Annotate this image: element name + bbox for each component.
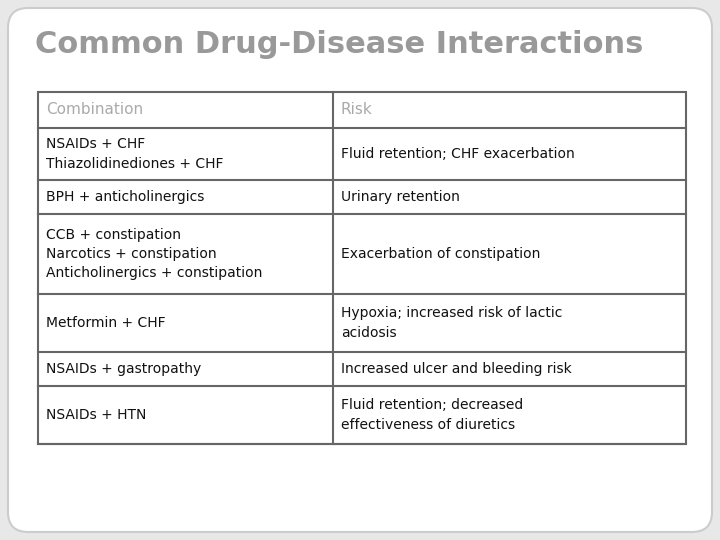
Text: BPH + anticholinergics: BPH + anticholinergics xyxy=(46,190,204,204)
Text: Metformin + CHF: Metformin + CHF xyxy=(46,316,166,330)
Text: NSAIDs + gastropathy: NSAIDs + gastropathy xyxy=(46,362,202,376)
Text: Exacerbation of constipation: Exacerbation of constipation xyxy=(341,247,540,261)
Bar xyxy=(38,92,686,444)
Text: Increased ulcer and bleeding risk: Increased ulcer and bleeding risk xyxy=(341,362,572,376)
Text: NSAIDs + HTN: NSAIDs + HTN xyxy=(46,408,146,422)
FancyBboxPatch shape xyxy=(8,8,712,532)
Text: Fluid retention; decreased
effectiveness of diuretics: Fluid retention; decreased effectiveness… xyxy=(341,399,523,432)
Text: Risk: Risk xyxy=(341,103,372,118)
Text: Urinary retention: Urinary retention xyxy=(341,190,459,204)
Text: NSAIDs + CHF
Thiazolidinediones + CHF: NSAIDs + CHF Thiazolidinediones + CHF xyxy=(46,137,223,171)
Text: Hypoxia; increased risk of lactic
acidosis: Hypoxia; increased risk of lactic acidos… xyxy=(341,306,562,340)
Text: Common Drug-Disease Interactions: Common Drug-Disease Interactions xyxy=(35,30,644,59)
Text: CCB + constipation
Narcotics + constipation
Anticholinergics + constipation: CCB + constipation Narcotics + constipat… xyxy=(46,227,262,280)
Text: Combination: Combination xyxy=(46,103,143,118)
Text: Fluid retention; CHF exacerbation: Fluid retention; CHF exacerbation xyxy=(341,147,575,161)
